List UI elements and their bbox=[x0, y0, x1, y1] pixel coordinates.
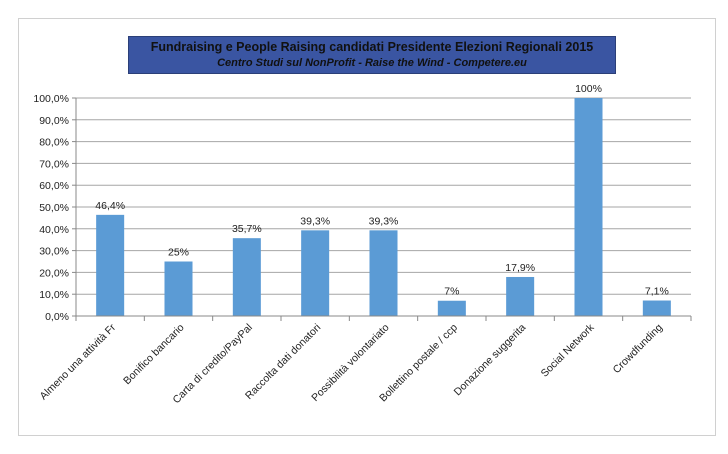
chart-subtitle: Centro Studi sul NonProfit - Raise the W… bbox=[217, 57, 527, 69]
data-label: 39,3% bbox=[300, 215, 330, 227]
y-tick-label: 50,0% bbox=[39, 202, 69, 214]
bar bbox=[164, 261, 193, 316]
data-label: 7,1% bbox=[645, 286, 669, 298]
bar bbox=[574, 98, 603, 316]
y-tick-label: 20,0% bbox=[39, 267, 69, 279]
y-tick-label: 80,0% bbox=[39, 137, 69, 149]
data-labels: 46,4% 25% 35,7% 39,3% 39,3% 7% 17,9% 100% 7,1% bbox=[95, 83, 669, 298]
x-category-label: Possibilità volontariato bbox=[309, 322, 391, 404]
bars bbox=[96, 98, 671, 316]
bar bbox=[96, 214, 125, 316]
y-tick-label: 60,0% bbox=[39, 180, 69, 192]
chart-title-box: Fundraising e People Raising candidati P… bbox=[128, 36, 616, 74]
y-tick-label: 70,0% bbox=[39, 158, 69, 170]
x-axis: Almeno una attività Fr Bonifico bancario C… bbox=[38, 315, 692, 406]
y-axis: 0,0% 10,0% 20,0% 30,0% 40,0% 50,0% 60,0% 70,0% 8… bbox=[33, 93, 77, 323]
bar bbox=[301, 230, 330, 316]
data-label: 7% bbox=[444, 286, 459, 298]
bar bbox=[369, 230, 398, 316]
x-category-label: Social Network bbox=[539, 321, 598, 380]
x-category-label: Almeno una attività Fr bbox=[38, 321, 119, 402]
data-label: 39,3% bbox=[369, 215, 399, 227]
y-tick-label: 100,0% bbox=[33, 93, 69, 105]
x-category-label: Crowdfunding bbox=[611, 322, 665, 376]
x-category-label: Donazione suggerita bbox=[452, 322, 529, 399]
data-label: 35,7% bbox=[232, 223, 262, 235]
data-label: 100% bbox=[575, 83, 602, 95]
bar bbox=[506, 276, 535, 316]
data-label: 46,4% bbox=[95, 200, 125, 212]
bar bbox=[437, 300, 466, 316]
y-tick-label: 90,0% bbox=[39, 115, 69, 127]
x-category-label: Bonifico bancario bbox=[121, 322, 187, 388]
chart-title: Fundraising e People Raising candidati P… bbox=[150, 40, 594, 54]
x-category-label: Bollettino postale / ccp bbox=[377, 322, 460, 405]
data-label: 17,9% bbox=[505, 262, 535, 274]
bar bbox=[232, 238, 261, 316]
y-tick-label: 40,0% bbox=[39, 224, 69, 236]
bar bbox=[642, 300, 671, 316]
y-tick-label: 0,0% bbox=[45, 311, 69, 323]
y-tick-label: 10,0% bbox=[39, 289, 69, 301]
data-label: 25% bbox=[168, 247, 189, 259]
y-tick-label: 30,0% bbox=[39, 246, 69, 258]
x-category-label: Raccolta dati donatori bbox=[243, 322, 323, 402]
